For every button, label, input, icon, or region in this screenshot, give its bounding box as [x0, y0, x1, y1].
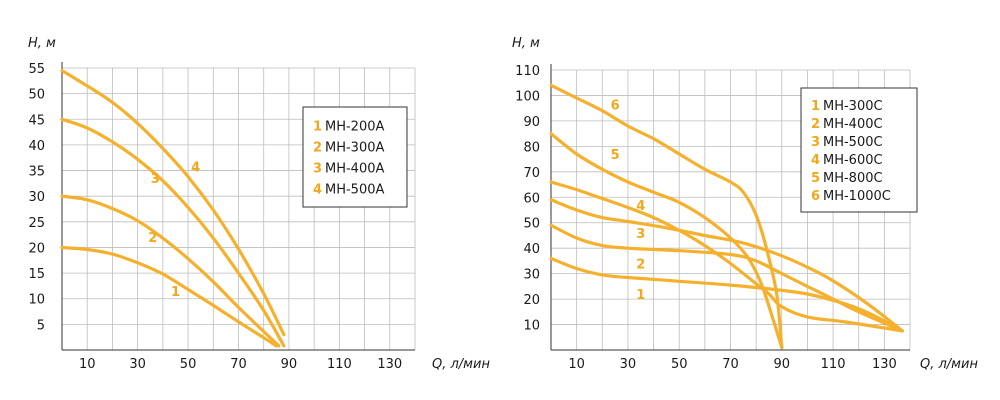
curve-mh-500a	[60, 69, 286, 337]
legend-entry-mh-200a: MH-200A	[325, 120, 384, 135]
x-tick-label: 110	[821, 357, 846, 372]
curve-number-label: 4	[636, 199, 645, 214]
legend-entry-mh-400c: MH-400C	[823, 117, 883, 132]
x-tick-label: 130	[872, 357, 897, 372]
x-tick-label: 70	[722, 357, 739, 372]
legend-entry-mh-300c: MH-300C	[823, 99, 883, 114]
curve-mh-500c	[549, 198, 904, 333]
legend-entry-mh-500c: MH-500C	[823, 135, 883, 150]
y-tick-label: 55	[28, 62, 45, 77]
x-tick-label: 110	[327, 357, 352, 372]
curve-number-label: 1	[171, 285, 180, 300]
legend-entry-number: 1	[313, 120, 322, 135]
y-tick-label: 50	[28, 88, 45, 103]
legend-entry-number: 3	[313, 162, 322, 177]
chart-right-mh-c-series: 10 30 50 70 90 110 130 10 20 30 40 50 60 70 80 90 100 110…	[512, 36, 978, 372]
y-tick-label: 10	[28, 293, 45, 308]
legend-entry-number: 5	[811, 171, 820, 186]
y-tick-label: 100	[515, 89, 540, 104]
y-axis-title: H, м	[28, 36, 56, 51]
curve-number-label: 6	[611, 98, 620, 113]
y-tick-label: 40	[523, 242, 540, 257]
legend-entry-number: 4	[811, 153, 820, 168]
x-tick-label: 70	[230, 357, 247, 372]
curve-number-label: 4	[191, 160, 200, 175]
x-axis-title: Q, л/мин	[432, 357, 490, 372]
legend-entry-number: 2	[313, 141, 322, 156]
x-tick-label: 50	[671, 357, 688, 372]
y-tick-label: 60	[523, 191, 540, 206]
y-tick-label: 110	[515, 64, 540, 79]
y-tick-label: 25	[28, 216, 45, 231]
curve-number-label: 2	[636, 257, 645, 272]
curve-mh-200a	[60, 245, 278, 348]
curve-mh-800c	[549, 132, 784, 350]
y-tick-label: 50	[523, 217, 540, 232]
legend-entry-number: 2	[811, 117, 820, 132]
curve-mh-400c	[549, 223, 904, 333]
legend-box	[800, 87, 918, 213]
y-tick-label: 5	[37, 318, 45, 333]
y-tick-label: 35	[28, 165, 45, 180]
y-tick-label: 20	[28, 241, 45, 256]
x-tick-label: 10	[79, 357, 96, 372]
y-tick-label: 90	[523, 115, 540, 130]
legend-box	[302, 106, 408, 208]
x-tick-label: 10	[568, 357, 585, 372]
legend-entry-number: 4	[313, 183, 322, 198]
legend-entry-mh-300a: MH-300A	[325, 141, 384, 156]
legend-entry-number: 1	[811, 99, 820, 114]
curve-mh-1000c	[549, 83, 784, 350]
chart-left-mh-a-series: 10 30 50 70 90 110 130 5 10 15 20 25 30 35 40 45 50 55 H, …	[28, 36, 490, 372]
curve-mh-400a	[60, 117, 286, 348]
curve-number-label: 3	[636, 227, 645, 242]
x-tick-label: 30	[129, 357, 146, 372]
curve-number-label: 3	[151, 172, 160, 187]
x-tick-label: 90	[281, 357, 298, 372]
legend-entry-mh-500a: MH-500A	[325, 183, 384, 198]
y-tick-label: 30	[28, 190, 45, 205]
curve-number-label: 5	[611, 148, 620, 163]
y-tick-label: 40	[28, 139, 45, 154]
y-tick-label: 15	[28, 267, 45, 282]
x-axis-title: Q, л/мин	[920, 357, 978, 372]
curve-number-label: 1	[636, 288, 645, 303]
curve-mh-600c	[549, 180, 904, 333]
y-tick-label: 80	[523, 140, 540, 155]
curve-number-label: 2	[148, 231, 157, 246]
x-tick-label: 90	[774, 357, 791, 372]
legend-entry-number: 3	[811, 135, 820, 150]
y-axis-title: H, м	[512, 36, 540, 51]
curve-mh-300a	[60, 194, 281, 348]
y-tick-label: 20	[523, 293, 540, 308]
legend-entry-mh-600c: MH-600C	[823, 153, 883, 168]
y-tick-label: 10	[523, 319, 540, 334]
legend-entry-mh-1000c: MH-1000C	[823, 189, 891, 204]
y-tick-label: 70	[523, 166, 540, 181]
legend-entry-mh-800c: MH-800C	[823, 171, 883, 186]
y-tick-label: 30	[523, 268, 540, 283]
curve-mh-300c	[549, 256, 904, 333]
x-tick-label: 30	[620, 357, 637, 372]
x-tick-label: 50	[180, 357, 197, 372]
x-tick-label: 130	[377, 357, 402, 372]
legend-entry-number: 6	[811, 189, 820, 204]
y-tick-label: 45	[28, 113, 45, 128]
legend-entry-mh-400a: MH-400A	[325, 162, 384, 177]
